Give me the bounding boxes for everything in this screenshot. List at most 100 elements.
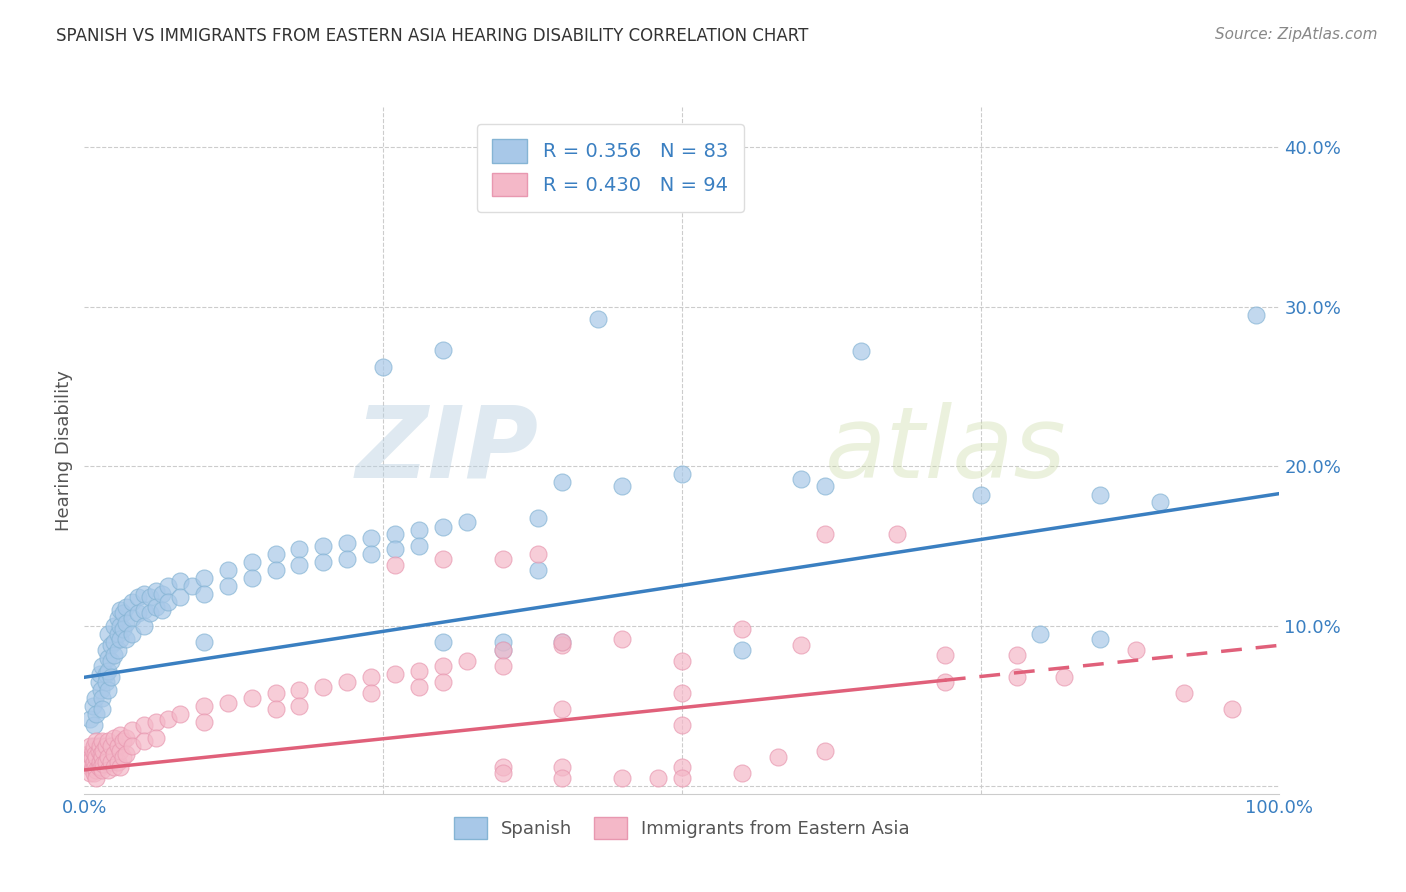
Point [90, 760, 112, 774]
Point [731, 643, 754, 657]
Point [91, 659, 114, 673]
Point [145, 714, 167, 729]
Point [671, 718, 693, 732]
Point [790, 472, 813, 486]
Point [110, 632, 132, 646]
Point [139, 607, 162, 621]
Point [193, 571, 215, 585]
Point [115, 615, 138, 630]
Point [86, 706, 108, 721]
Point [492, 643, 515, 657]
Point [1005, 648, 1028, 662]
Point [132, 734, 156, 748]
Point [97, 664, 120, 678]
Point [87, 760, 110, 774]
Point [456, 654, 478, 668]
Point [851, 344, 873, 359]
Point [83, 755, 105, 769]
Point [150, 587, 173, 601]
Point [84, 760, 107, 774]
Point [240, 571, 263, 585]
Point [83, 766, 105, 780]
Point [193, 699, 215, 714]
Point [145, 584, 167, 599]
Point [111, 750, 134, 764]
Point [103, 731, 125, 745]
Point [97, 763, 120, 777]
Point [169, 591, 191, 605]
Point [790, 638, 813, 652]
Point [312, 539, 335, 553]
Point [432, 675, 454, 690]
Point [384, 526, 406, 541]
Legend: Spanish, Immigrants from Eastern Asia: Spanish, Immigrants from Eastern Asia [447, 810, 917, 847]
Point [121, 627, 143, 641]
Point [432, 552, 454, 566]
Point [360, 670, 382, 684]
Point [110, 603, 132, 617]
Point [100, 755, 122, 769]
Point [612, 632, 634, 646]
Point [814, 478, 837, 492]
Point [551, 702, 574, 716]
Point [527, 547, 550, 561]
Point [115, 632, 138, 646]
Point [90, 747, 112, 761]
Point [94, 739, 117, 753]
Point [288, 558, 311, 573]
Point [193, 635, 215, 649]
Point [132, 587, 156, 601]
Point [132, 718, 156, 732]
Point [115, 747, 138, 761]
Point [731, 766, 754, 780]
Point [107, 755, 129, 769]
Point [93, 756, 115, 771]
Point [731, 623, 754, 637]
Point [492, 659, 515, 673]
Point [408, 680, 430, 694]
Point [121, 611, 143, 625]
Point [264, 686, 287, 700]
Point [157, 579, 180, 593]
Point [264, 547, 287, 561]
Point [107, 739, 129, 753]
Point [97, 651, 120, 665]
Point [91, 734, 114, 748]
Point [111, 623, 134, 637]
Point [264, 563, 287, 577]
Point [886, 526, 908, 541]
Point [336, 552, 359, 566]
Point [288, 542, 311, 557]
Point [647, 771, 669, 785]
Point [121, 739, 143, 753]
Point [288, 699, 311, 714]
Point [384, 542, 406, 557]
Point [157, 595, 180, 609]
Point [94, 675, 117, 690]
Point [82, 699, 104, 714]
Point [110, 744, 132, 758]
Point [80, 750, 103, 764]
Point [432, 343, 454, 357]
Point [814, 744, 837, 758]
Point [79, 760, 101, 774]
Point [87, 675, 110, 690]
Point [492, 635, 515, 649]
Point [492, 643, 515, 657]
Point [83, 718, 105, 732]
Point [97, 683, 120, 698]
Point [551, 635, 574, 649]
Point [111, 734, 134, 748]
Point [145, 599, 167, 614]
Point [89, 667, 111, 681]
Point [373, 360, 395, 375]
Point [671, 654, 693, 668]
Point [288, 683, 311, 698]
Point [492, 766, 515, 780]
Point [110, 619, 132, 633]
Point [91, 750, 114, 764]
Point [264, 702, 287, 716]
Point [169, 706, 191, 721]
Point [612, 478, 634, 492]
Point [492, 760, 515, 774]
